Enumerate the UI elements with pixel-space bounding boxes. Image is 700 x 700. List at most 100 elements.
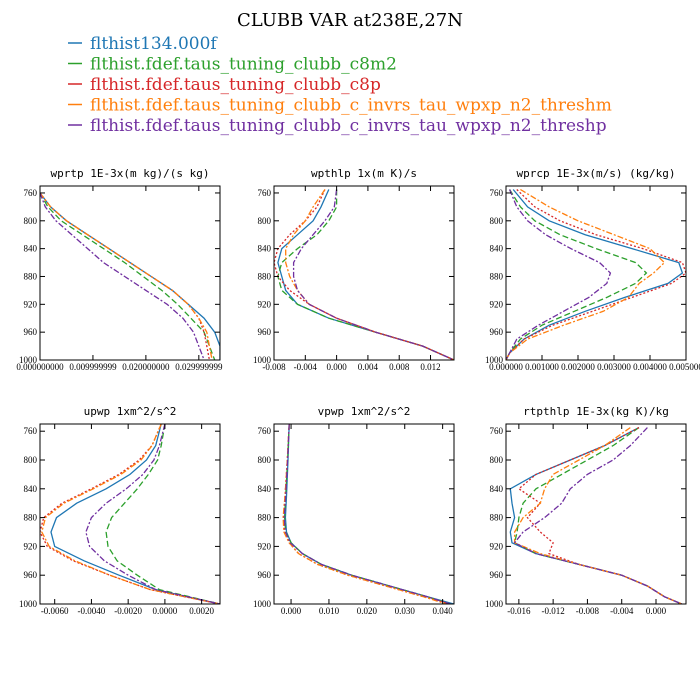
series-line-2 [283, 424, 451, 604]
y-tick-label: 920 [24, 299, 38, 309]
series-line-1 [509, 427, 682, 604]
series-line-4 [40, 192, 213, 360]
y-tick-label: 880 [24, 513, 38, 523]
x-tick-label: 0.020000000 [122, 362, 170, 372]
series-line-5 [85, 424, 220, 604]
plot-frame [39, 423, 221, 605]
y-tick-label: 960 [24, 327, 38, 337]
series-line-5 [40, 192, 205, 360]
series-line-1 [284, 424, 454, 604]
y-tick-label: 1000 [19, 599, 38, 609]
panel-title: vpwp 1xm^2/s^2 [318, 405, 411, 418]
series-line-3 [517, 427, 682, 604]
x-tick-label: 0.000 [646, 606, 667, 616]
x-tick-label: -0.004 [294, 362, 318, 372]
y-tick-label: 880 [258, 271, 272, 281]
y-tick-label: 760 [24, 188, 38, 198]
series-line-1 [50, 424, 220, 604]
legend: flthist134.000fflthist.fdef.taus_tuning_… [68, 34, 612, 136]
plot-frame [273, 423, 455, 605]
series-line-4 [506, 188, 666, 360]
y-tick-label: 920 [24, 541, 38, 551]
y-tick-label: 920 [258, 541, 272, 551]
x-tick-label: 0.003000 [597, 362, 631, 372]
series-line-3 [40, 424, 220, 604]
x-tick-label: -0.004 [610, 606, 634, 616]
series-line-2 [506, 189, 648, 360]
y-tick-label: 960 [24, 570, 38, 580]
plot-frame [505, 423, 687, 605]
panel-6: rtpthlp 1E-3x(kg K)/kg 760 800 840 880 920 960… [485, 405, 687, 616]
y-tick-label: 1000 [19, 355, 38, 365]
x-tick-label: 0.008 [389, 362, 410, 372]
legend-entry-1: flthist134.000f [90, 34, 218, 54]
panel-title: wpthlp 1x(m K)/s [311, 167, 417, 180]
y-tick-label: 760 [258, 426, 272, 436]
series-line-3 [506, 189, 686, 360]
y-tick-label: 760 [490, 188, 504, 198]
x-tick-label: -0.008 [576, 606, 600, 616]
panel-1: wprtp 1E-3x(m kg)/(s kg) 760 800 840 880 920 9… [16, 167, 223, 372]
series-line-3 [282, 424, 451, 604]
y-tick-label: 960 [490, 327, 504, 337]
series-line-4 [282, 424, 447, 604]
x-tick-label: 0.000000000 [16, 362, 64, 372]
y-tick-label: 760 [258, 188, 272, 198]
x-tick-label: -0.008 [262, 362, 286, 372]
series-line-2 [277, 189, 454, 360]
y-tick-label: 800 [24, 216, 38, 226]
x-tick-label: -0.0040 [78, 606, 106, 616]
y-tick-label: 800 [490, 216, 504, 226]
panel-5: vpwp 1xm^2/s^2 760 800 840 880 920 960 1000 0.00… [253, 405, 455, 616]
legend-entry-2: flthist.fdef.taus_tuning_clubb_c8m2 [90, 55, 397, 75]
series-line-5 [283, 424, 451, 604]
y-tick-label: 1000 [253, 355, 272, 365]
x-tick-label: 0.000 [281, 606, 302, 616]
plot-frame [39, 185, 221, 361]
x-tick-label: -0.012 [542, 606, 565, 616]
panel-title: upwp 1xm^2/s^2 [84, 405, 177, 418]
series-line-2 [40, 192, 216, 360]
panel-3: wprcp 1E-3x(m/s) (kg/kg) 760 800 840 880 920 9… [485, 167, 700, 372]
series-line-1 [40, 192, 220, 360]
x-tick-label: -0.0060 [41, 606, 69, 616]
y-tick-label: 840 [490, 484, 504, 494]
y-tick-label: 1000 [253, 599, 272, 609]
y-tick-label: 960 [490, 570, 504, 580]
y-tick-label: 800 [258, 216, 272, 226]
x-tick-label: 0.000000 [489, 362, 523, 372]
plot-frame [273, 185, 455, 361]
y-tick-label: 880 [490, 271, 504, 281]
y-tick-label: 840 [24, 484, 38, 494]
series-line-1 [277, 189, 454, 360]
y-tick-label: 1000 [485, 599, 504, 609]
x-tick-label: 0.001000 [525, 362, 559, 372]
x-tick-label: 0.020 [357, 606, 378, 616]
y-tick-label: 800 [24, 455, 38, 465]
y-tick-label: 840 [258, 484, 272, 494]
x-tick-label: 0.004 [358, 362, 379, 372]
y-tick-label: 880 [490, 513, 504, 523]
y-tick-label: 960 [258, 327, 272, 337]
x-tick-label: 0.002000 [561, 362, 595, 372]
panel-title: wprcp 1E-3x(m/s) (kg/kg) [517, 167, 676, 180]
legend-entry-5: flthist.fdef.taus_tuning_clubb_c_invrs_t… [90, 116, 607, 136]
y-tick-label: 760 [24, 426, 38, 436]
x-tick-label: 0.0020 [189, 606, 214, 616]
y-tick-label: 880 [258, 513, 272, 523]
figure-title: CLUBB VAR at238E,27N [237, 10, 463, 31]
plot-frame [505, 185, 687, 361]
x-tick-label: 0.0000 [153, 606, 178, 616]
x-tick-label: 0.005000 [669, 362, 700, 372]
x-tick-label: 0.010 [319, 606, 340, 616]
y-tick-label: 920 [490, 299, 504, 309]
y-tick-label: 800 [258, 455, 272, 465]
y-tick-label: 960 [258, 570, 272, 580]
y-tick-label: 840 [490, 244, 504, 254]
panel-4: upwp 1xm^2/s^27608008408809209601000-0.0… [19, 405, 221, 616]
y-tick-label: 800 [490, 455, 504, 465]
series-line-2 [513, 427, 682, 604]
y-tick-label: 760 [490, 426, 504, 436]
y-tick-label: 840 [24, 244, 38, 254]
